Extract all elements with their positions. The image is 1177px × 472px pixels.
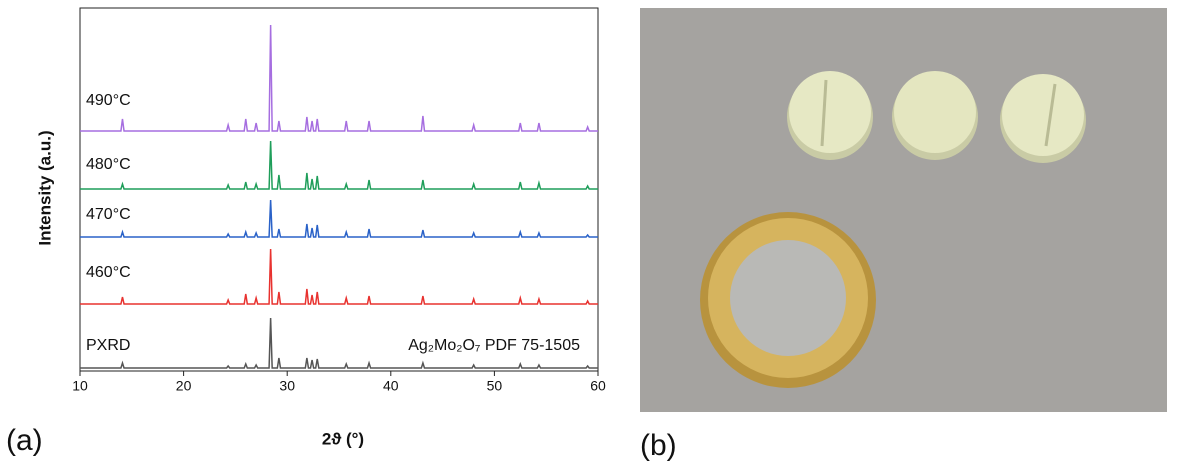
x-tick-label: 30 [279, 378, 295, 394]
tablet [789, 71, 871, 153]
series-label: 480°C [86, 156, 131, 173]
tablet [894, 71, 976, 153]
series-label: 460°C [86, 264, 131, 281]
series-label: 470°C [86, 206, 131, 223]
x-tick-label: 40 [383, 378, 399, 394]
pattern-line [80, 141, 598, 189]
tablet [1002, 74, 1084, 156]
x-tick-label: 20 [176, 378, 192, 394]
pattern-line [80, 249, 598, 304]
figure: (a) (b) 2ϑ (°) Intensity (a.u.) Ag₂Mo₂O₇… [0, 0, 1177, 472]
panel-label: (b) [640, 429, 677, 462]
x-tick-label: 50 [487, 378, 503, 394]
photo [640, 8, 1167, 412]
x-tick-label: 60 [590, 378, 606, 394]
x-axis-label: 2ϑ (°) [322, 429, 364, 448]
series-label: 490°C [86, 92, 131, 109]
panel-label: (a) [6, 424, 43, 457]
coin-inner [730, 240, 846, 356]
x-tick-label: 10 [72, 378, 88, 394]
y-axis-label: Intensity (a.u.) [35, 130, 54, 245]
page: (a) (b) 2ϑ (°) Intensity (a.u.) Ag₂Mo₂O₇… [0, 0, 1177, 472]
pattern-line [80, 200, 598, 237]
pattern-line [80, 25, 598, 131]
annotation: Ag₂Mo₂O₇ PDF 75-1505 [408, 337, 580, 354]
series-label: PXRD [86, 337, 130, 354]
